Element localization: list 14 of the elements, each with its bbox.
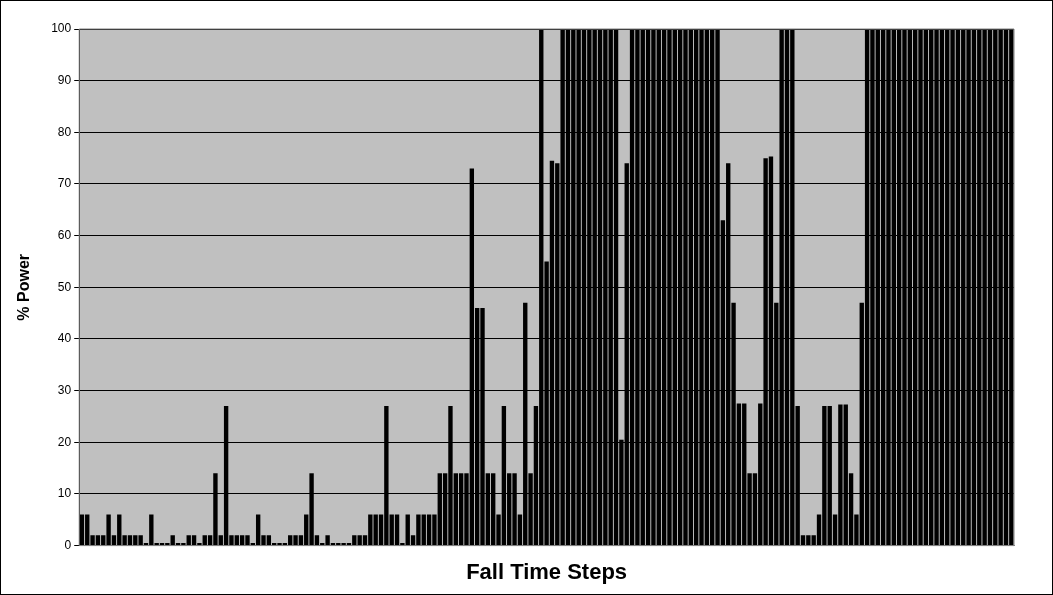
y-tick-label: 30 (57, 382, 72, 397)
bar (79, 514, 85, 546)
y-tick-label: 80 (57, 124, 72, 139)
y-tick-label: 20 (57, 434, 72, 449)
y-tick-label: 90 (57, 72, 72, 87)
y-tick-label: 40 (57, 331, 72, 346)
y-tick-label: 0 (64, 537, 72, 552)
y-tick-label: 50 (57, 279, 72, 294)
y-tick-label: 100 (51, 21, 72, 36)
y-axis-title: % Power (15, 253, 33, 321)
y-tick-label: 70 (57, 176, 72, 191)
y-tick-label: 60 (57, 227, 72, 242)
x-axis-title: Fall Time Steps (466, 558, 628, 584)
y-tick-label: 10 (57, 486, 72, 501)
